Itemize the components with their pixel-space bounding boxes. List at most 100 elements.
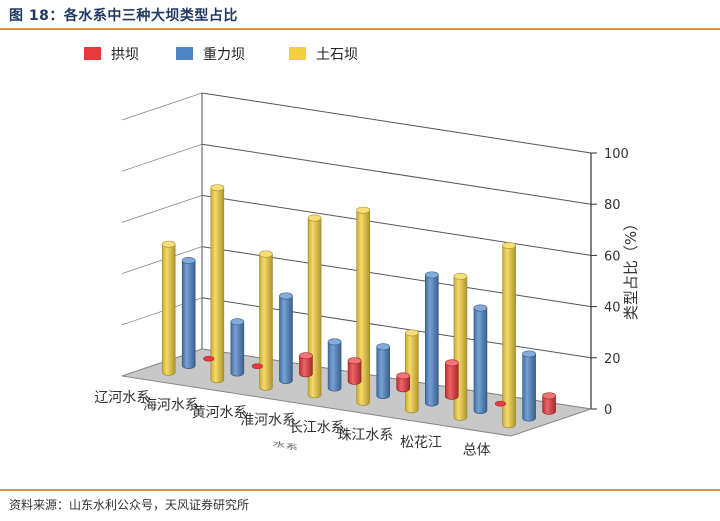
bar-body [405,332,419,414]
chart-walls [121,92,592,410]
gridline-side [121,143,203,172]
bar-top [453,272,468,280]
bar-body [473,307,488,414]
bar-top [522,350,536,358]
legend-swatch [84,47,101,60]
back-wall [202,93,591,409]
chart-legend: 拱坝 重力坝 土石坝 [84,47,358,63]
bar-s0-c0 [203,355,215,362]
bar-top [502,241,516,249]
bar-body [347,360,362,385]
gridline-side [121,195,203,223]
bar-s0-c6 [494,400,506,407]
x-axis-label: 水系 [272,440,299,453]
bar-s1-c6 [473,304,488,414]
bar-body [210,187,225,384]
bar-s2-c3 [307,214,322,399]
legend-label: 重力坝 [203,47,245,63]
y-tick-label: 60 [604,249,621,264]
bar-body [376,346,391,399]
x-category-label: 黄河水系 [192,404,248,421]
figure-header: 图 18：各水系中三种大坝类型占比 [0,0,720,30]
bar-top [376,343,391,351]
bar-base [494,400,506,407]
figure-title: 图 18：各水系中三种大坝类型占比 [9,8,238,24]
bar-top [210,184,225,192]
bar-body [259,253,273,391]
x-category-label: 海河水系 [143,397,199,413]
gridline [201,92,592,154]
bar-top [230,318,245,326]
bar-top [542,392,556,400]
bar-body [425,274,439,407]
bar-body [396,375,411,393]
legend-label: 拱坝 [111,47,139,63]
bar-top [356,206,371,214]
legend-swatch [176,47,193,60]
bar-body [356,209,371,406]
bar-s1-c2 [279,292,293,384]
bar-top [327,338,342,346]
y-tick-label: 20 [604,352,621,367]
legend-label: 土石坝 [316,47,358,63]
y-tick-label: 80 [604,198,621,213]
y-axis-ticks: 0 20 40 60 80 100 [591,147,629,418]
bar-body [502,245,516,429]
bar-body [299,355,313,378]
y-tick-label: 0 [604,403,612,418]
bar-top [396,372,411,380]
chart-bars [161,184,556,429]
bar-top [425,271,439,279]
bar-body [542,395,556,415]
bar-top [307,214,322,222]
header-divider [0,28,720,30]
y-tick-label: 40 [604,301,621,316]
bar-s2-c0 [161,240,176,376]
bar-body [522,353,536,422]
x-category-label: 长江水系 [289,420,345,436]
bar-s1-c4 [376,343,391,399]
bar-top [473,304,488,312]
bar-top [347,357,362,365]
bar-s0-c7 [542,392,556,415]
bar-s0-c2 [299,352,313,378]
bar-body [181,260,196,369]
bar-s2-c2 [259,250,273,391]
bar-s2-c4 [356,206,371,406]
bar-s0-c5 [445,359,459,400]
bar-body [327,341,342,392]
bar-s1-c5 [425,271,439,407]
bar-top [259,250,273,258]
bar-top [299,352,313,360]
bar-s2-c7 [502,241,516,429]
bar-s1-c7 [522,350,536,422]
legend-swatch [289,47,306,60]
bar-top [279,292,293,300]
chart-area: 拱坝 重力坝 土石坝 0 20 40 60 80 100 辽河水系海河水系黄河水系淮河水系长江… [84,47,640,459]
bar-base [203,355,215,362]
bar-top [181,256,196,264]
bar-s1-c1 [230,318,245,377]
bar-body [230,321,245,377]
bar-top [405,329,419,337]
bar-s2-c1 [210,184,225,384]
bar-body [161,243,176,376]
bar-s0-c3 [347,357,362,385]
gridline-side [121,92,203,121]
x-category-label: 总体 [463,442,491,458]
bar-body [307,217,322,399]
x-category-label: 辽河水系 [94,390,150,406]
x-category-label: 珠江水系 [337,427,393,443]
x-category-label: 淮河水系 [240,412,296,428]
gridline [201,194,592,256]
bar-top [445,359,459,367]
y-tick-label: 100 [604,147,629,162]
bar-top [161,240,176,248]
bar-body [445,362,459,400]
figure-source: 资料来源：山东水利公众号，天风证券研究所 [9,498,250,512]
x-category-label: 松花江 [400,435,442,451]
bar-s2-c5 [405,329,419,414]
bar-s0-c1 [251,363,263,370]
bar-base [251,363,263,370]
